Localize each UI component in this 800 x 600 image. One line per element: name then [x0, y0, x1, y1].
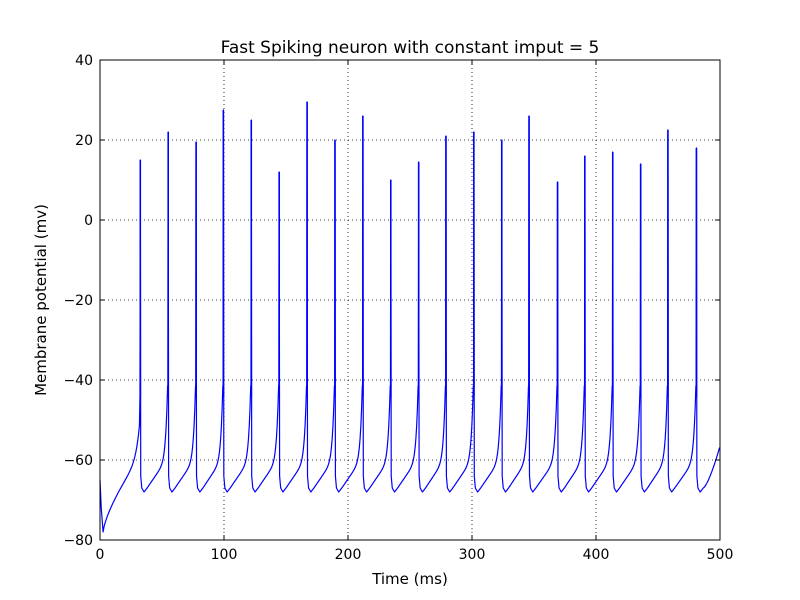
- x-axis-label: Time (ms): [371, 570, 448, 588]
- membrane-potential-line: [99, 101, 721, 533]
- y-tick-label: −80: [63, 533, 93, 549]
- y-axis-label: Membrane potential (mv): [32, 204, 50, 396]
- y-tick-label: −20: [63, 293, 93, 309]
- line-layer: [99, 101, 721, 533]
- y-tick-label: 20: [75, 133, 93, 149]
- y-tick-label: −40: [63, 373, 93, 389]
- tick-label-layer: 0 100 200 300 400 500 −80 −60 −40 −20 0 20 40: [63, 53, 733, 563]
- x-tick-label: 500: [707, 547, 734, 563]
- chart-title: Fast Spiking neuron with constant imput …: [221, 38, 600, 58]
- x-tick-label: 300: [459, 547, 486, 563]
- x-tick-label: 200: [335, 547, 362, 563]
- y-tick-label: 40: [75, 53, 93, 69]
- x-tick-label: 400: [583, 547, 610, 563]
- x-tick-label: 100: [211, 547, 238, 563]
- y-tick-label: 0: [84, 213, 93, 229]
- y-tick-label: −60: [63, 453, 93, 469]
- tick-layer: [99, 59, 721, 541]
- x-tick-label: 0: [96, 547, 105, 563]
